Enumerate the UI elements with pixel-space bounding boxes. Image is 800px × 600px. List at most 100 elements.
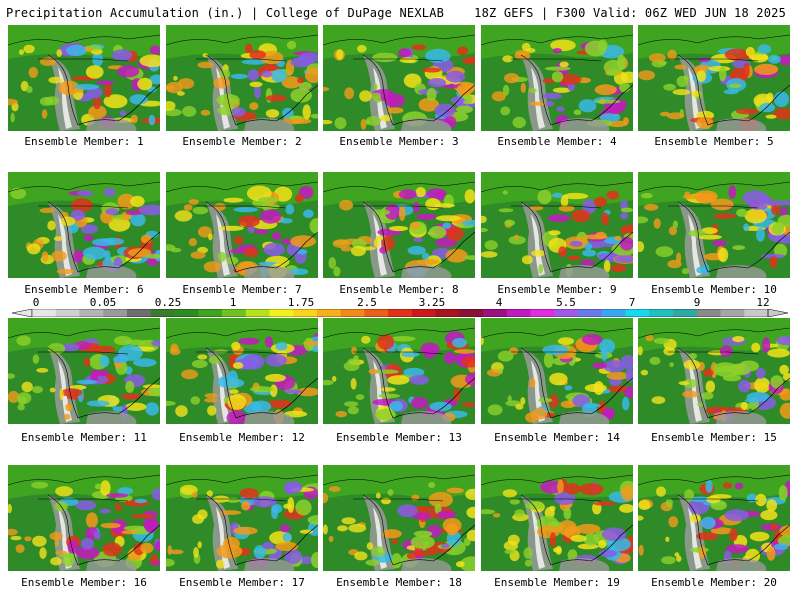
ensemble-map-panel[interactable] bbox=[8, 465, 160, 571]
precip-map bbox=[323, 465, 475, 571]
ensemble-member-label: Ensemble Member: 5 bbox=[654, 135, 774, 148]
precip-map bbox=[8, 318, 160, 424]
ensemble-map-panel[interactable] bbox=[323, 465, 475, 571]
colorbar-swatch bbox=[245, 309, 270, 317]
ensemble-member-label: Ensemble Member: 7 bbox=[182, 283, 302, 296]
colorbar-swatch bbox=[174, 309, 199, 317]
precip-map bbox=[166, 465, 318, 571]
ensemble-member-label: Ensemble Member: 2 bbox=[182, 135, 302, 148]
precip-map bbox=[8, 465, 160, 571]
colorbar-tick-label: 12 bbox=[756, 296, 770, 309]
run-info: 18Z GEFS | F300 Valid: 06Z WED JUN 18 20… bbox=[474, 6, 786, 20]
colorbar-swatch bbox=[578, 309, 603, 317]
colorbar-swatch bbox=[530, 309, 555, 317]
ensemble-map-panel[interactable] bbox=[638, 318, 790, 424]
colorbar-swatch bbox=[198, 309, 223, 317]
precip-map bbox=[481, 25, 633, 131]
ensemble-map-panel[interactable] bbox=[166, 465, 318, 571]
ensemble-map-panel[interactable] bbox=[323, 172, 475, 278]
ensemble-map-panel[interactable] bbox=[8, 25, 160, 131]
ensemble-map-panel[interactable] bbox=[166, 172, 318, 278]
ensemble-map-panel[interactable] bbox=[323, 25, 475, 131]
ensemble-member-label: Ensemble Member: 6 bbox=[24, 283, 144, 296]
ensemble-map-panel[interactable] bbox=[481, 172, 633, 278]
colorbar-max-arrow bbox=[767, 309, 788, 317]
colorbar-swatch bbox=[435, 309, 460, 317]
colorbar-swatch bbox=[601, 309, 626, 317]
ensemble-map-panel[interactable] bbox=[638, 465, 790, 571]
ensemble-map-panel[interactable] bbox=[8, 172, 160, 278]
ensemble-member-label: Ensemble Member: 11 bbox=[21, 431, 147, 444]
ensemble-member-label: Ensemble Member: 15 bbox=[651, 431, 777, 444]
ensemble-map-panel[interactable] bbox=[323, 318, 475, 424]
precip-map bbox=[323, 172, 475, 278]
page-title: Precipitation Accumulation (in.) | Colle… bbox=[6, 6, 445, 20]
colorbar-swatch bbox=[625, 309, 650, 317]
precip-map bbox=[323, 25, 475, 131]
precip-map bbox=[638, 465, 790, 571]
colorbar-swatch bbox=[150, 309, 175, 317]
colorbar-swatch bbox=[316, 309, 342, 317]
colorbar-swatch bbox=[103, 309, 128, 317]
precip-map bbox=[638, 172, 790, 278]
colorbar-tick-label: 7 bbox=[628, 296, 636, 309]
ensemble-member-label: Ensemble Member: 8 bbox=[339, 283, 459, 296]
colorbar-swatch bbox=[744, 309, 769, 317]
colorbar-swatch bbox=[673, 309, 698, 317]
colorbar-swatch bbox=[388, 309, 413, 317]
ensemble-member-label: Ensemble Member: 17 bbox=[179, 576, 305, 589]
colorbar-swatch bbox=[126, 309, 152, 317]
precip-map bbox=[481, 465, 633, 571]
colorbar-tick-label: 3.25 bbox=[418, 296, 446, 309]
ensemble-member-label: Ensemble Member: 9 bbox=[497, 283, 617, 296]
colorbar-swatch bbox=[506, 309, 531, 317]
colorbar-tick-label: 4 bbox=[495, 296, 503, 309]
colorbar-swatch bbox=[649, 309, 674, 317]
precip-map bbox=[8, 172, 160, 278]
ensemble-map-panel[interactable] bbox=[481, 318, 633, 424]
colorbar-tick-label: 0 bbox=[32, 296, 40, 309]
colorbar-swatch bbox=[696, 309, 721, 317]
ensemble-map-panel[interactable] bbox=[638, 172, 790, 278]
precip-map bbox=[638, 25, 790, 131]
ensemble-member-label: Ensemble Member: 1 bbox=[24, 135, 144, 148]
ensemble-map-panel[interactable] bbox=[166, 318, 318, 424]
ensemble-map-panel[interactable] bbox=[8, 318, 160, 424]
colorbar-tick-label: 5.5 bbox=[556, 296, 576, 309]
colorbar-tick-label: 9 bbox=[693, 296, 701, 309]
precip-map bbox=[638, 318, 790, 424]
colorbar-swatch bbox=[340, 309, 365, 317]
colorbar-tick-label: 2.5 bbox=[357, 296, 377, 309]
ensemble-member-label: Ensemble Member: 10 bbox=[651, 283, 777, 296]
precip-map bbox=[8, 25, 160, 131]
ensemble-member-label: Ensemble Member: 12 bbox=[179, 431, 305, 444]
colorbar-swatch bbox=[221, 309, 247, 317]
colorbar-swatch bbox=[55, 309, 80, 317]
colorbar-swatch bbox=[79, 309, 104, 317]
colorbar-tick-label: 1 bbox=[229, 296, 237, 309]
colorbar-swatch bbox=[32, 309, 57, 317]
precip-map bbox=[481, 172, 633, 278]
ensemble-member-label: Ensemble Member: 20 bbox=[651, 576, 777, 589]
ensemble-map-panel[interactable] bbox=[481, 25, 633, 131]
colorbar-tick-label: 1.75 bbox=[287, 296, 315, 309]
colorbar-min-arrow bbox=[12, 309, 33, 317]
colorbar-swatch bbox=[459, 309, 484, 317]
ensemble-map-panel[interactable] bbox=[481, 465, 633, 571]
colorbar-tick-label: 0.05 bbox=[89, 296, 117, 309]
precip-map bbox=[166, 172, 318, 278]
precip-map bbox=[166, 25, 318, 131]
ensemble-member-label: Ensemble Member: 18 bbox=[336, 576, 462, 589]
colorbar bbox=[12, 309, 788, 317]
ensemble-map-panel[interactable] bbox=[166, 25, 318, 131]
ensemble-member-label: Ensemble Member: 16 bbox=[21, 576, 147, 589]
ensemble-member-label: Ensemble Member: 19 bbox=[494, 576, 620, 589]
precip-map bbox=[323, 318, 475, 424]
colorbar-swatch bbox=[411, 309, 437, 317]
ensemble-member-label: Ensemble Member: 13 bbox=[336, 431, 462, 444]
ensemble-map-panel[interactable] bbox=[638, 25, 790, 131]
colorbar-swatch bbox=[364, 309, 389, 317]
colorbar-swatch bbox=[293, 309, 318, 317]
colorbar-swatch bbox=[720, 309, 745, 317]
precip-map bbox=[481, 318, 633, 424]
